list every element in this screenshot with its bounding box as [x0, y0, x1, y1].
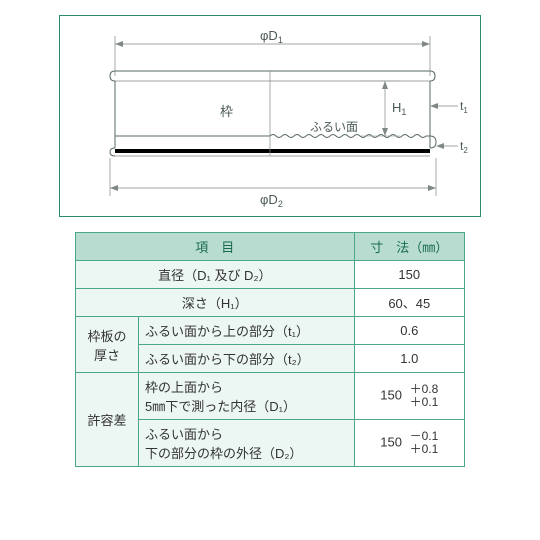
tol2-value: 150 －0.1＋0.1 [354, 420, 464, 467]
screen-label: ふるい面 [310, 120, 358, 134]
thick-upper-value: 0.6 [354, 317, 464, 345]
d1-label: φD1 [260, 28, 283, 45]
thick-upper-label: ふるい面から上の部分（t₁） [139, 317, 355, 345]
tol1-label: 枠の上面から 5㎜下で測った内径（D₁） [139, 373, 355, 420]
cross-section-diagram: φD1 枠 ふるい面 H1 t1 t2 φD2 [59, 15, 481, 217]
h1-label: H1 [392, 100, 406, 117]
t2-label: t2 [460, 139, 468, 155]
table-header-row: 項 目 寸 法（㎜） [76, 233, 465, 261]
header-dimension: 寸 法（㎜） [354, 233, 464, 261]
depth-value: 60、45 [354, 289, 464, 317]
tol1-value: 150 ＋0.8＋0.1 [354, 373, 464, 420]
d2-label: φD2 [260, 192, 283, 209]
spec-table: 項 目 寸 法（㎜） 直径（D₁ 及び D₂） 150 深さ（H₁） 60、45… [75, 232, 465, 467]
diameter-value: 150 [354, 261, 464, 289]
tolerance-group: 許容差 [76, 373, 139, 467]
header-item: 項 目 [76, 233, 355, 261]
diameter-label: 直径（D₁ 及び D₂） [76, 261, 355, 289]
thickness-group: 枠板の 厚さ [76, 317, 139, 373]
row-thickness-upper: 枠板の 厚さ ふるい面から上の部分（t₁） 0.6 [76, 317, 465, 345]
row-depth: 深さ（H₁） 60、45 [76, 289, 465, 317]
row-diameter: 直径（D₁ 及び D₂） 150 [76, 261, 465, 289]
thick-lower-label: ふるい面から下の部分（t₂） [139, 345, 355, 373]
diagram-svg: φD1 枠 ふるい面 H1 t1 t2 φD2 [60, 16, 480, 216]
row-tolerance-1: 許容差 枠の上面から 5㎜下で測った内径（D₁） 150 ＋0.8＋0.1 [76, 373, 465, 420]
thick-lower-value: 1.0 [354, 345, 464, 373]
tol2-label: ふるい面から 下の部分の枠の外径（D₂） [139, 420, 355, 467]
frame-label: 枠 [220, 104, 233, 119]
depth-label: 深さ（H₁） [76, 289, 355, 317]
t1-label: t1 [460, 99, 468, 115]
